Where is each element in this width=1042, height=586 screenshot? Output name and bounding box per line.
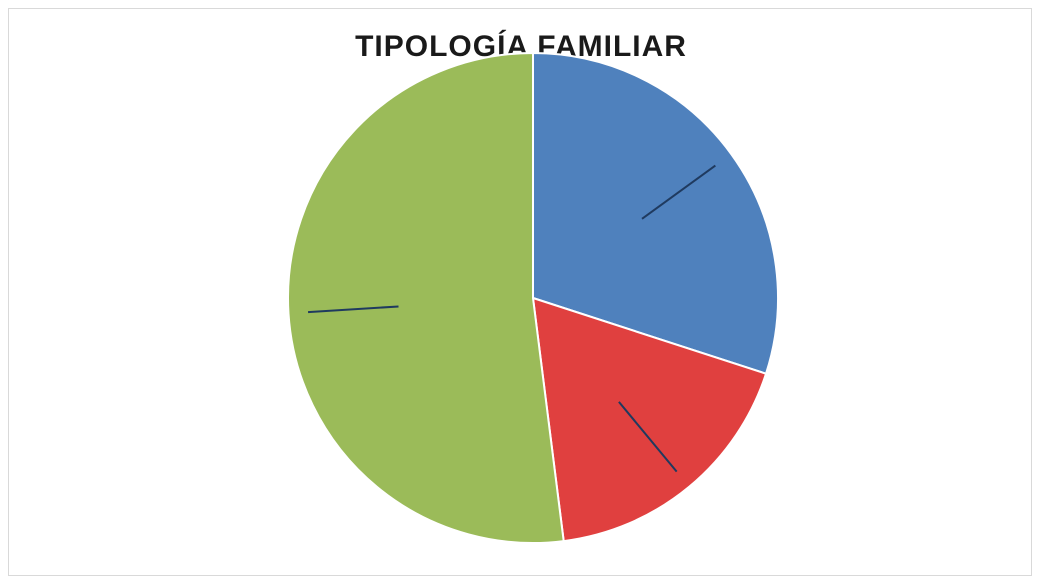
leader-line-3 <box>307 305 399 314</box>
pie-slice-2 <box>531 296 768 543</box>
pie-slices <box>287 51 779 544</box>
leader-line-1 <box>641 164 716 220</box>
pie-slice-1 <box>532 51 779 375</box>
leader-lines <box>307 164 716 473</box>
leader-line-2 <box>618 401 678 473</box>
pie-slice-3 <box>287 51 565 544</box>
